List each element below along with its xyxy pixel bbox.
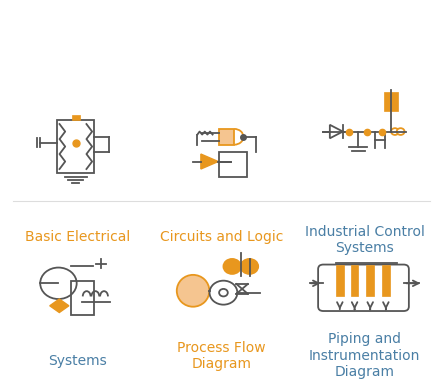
Bar: [384, 92, 397, 111]
Circle shape: [396, 128, 404, 135]
Circle shape: [391, 128, 399, 135]
Text: Circuits and Logic: Circuits and Logic: [159, 230, 283, 244]
Bar: [366, 265, 374, 296]
Ellipse shape: [177, 275, 209, 307]
Circle shape: [241, 259, 258, 274]
Circle shape: [223, 259, 241, 274]
Text: Piping and
Instrumentation
Diagram: Piping and Instrumentation Diagram: [309, 332, 420, 379]
Polygon shape: [201, 154, 218, 169]
Bar: [382, 265, 390, 296]
FancyBboxPatch shape: [219, 129, 234, 145]
Bar: [336, 265, 344, 296]
Text: Systems: Systems: [48, 354, 107, 368]
Polygon shape: [50, 299, 69, 313]
Text: Process Flow
Diagram: Process Flow Diagram: [177, 341, 266, 372]
Bar: [351, 265, 358, 296]
Circle shape: [210, 281, 238, 304]
Bar: [72, 115, 80, 120]
Text: Industrial Control
Systems: Industrial Control Systems: [305, 225, 424, 255]
Text: Basic Electrical: Basic Electrical: [25, 230, 131, 244]
